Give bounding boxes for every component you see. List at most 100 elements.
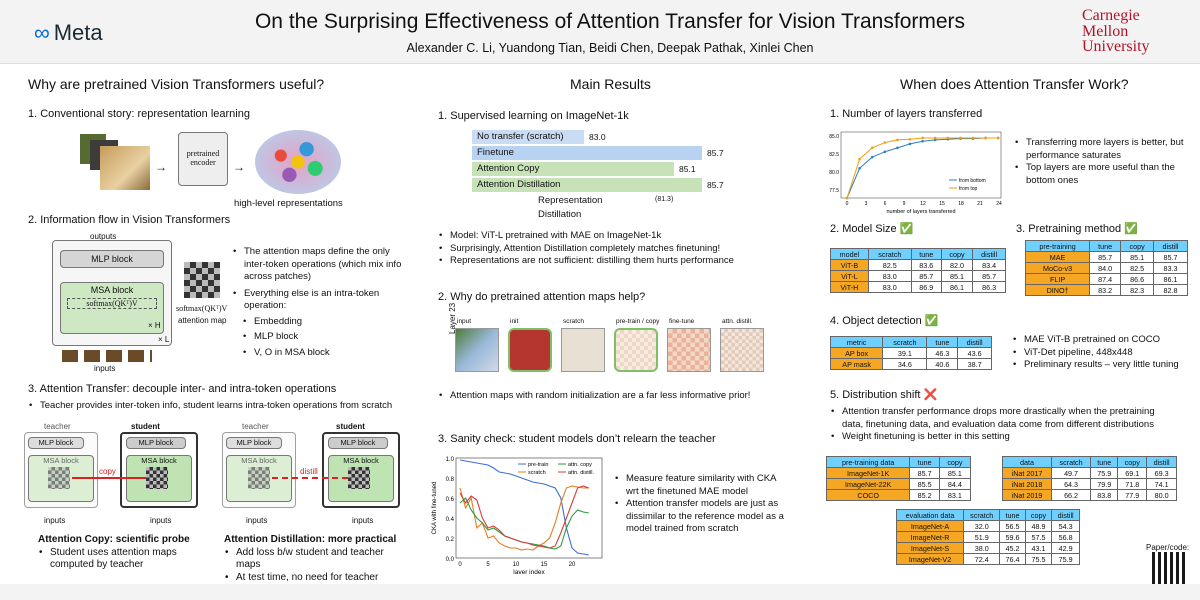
table-header: scratch: [963, 509, 1001, 521]
table-row: AP mask 34.6 40.6 38.7: [829, 358, 992, 370]
table-header: tune: [910, 248, 942, 260]
layers-xtick: 6: [884, 201, 887, 207]
legend-label: scratch: [528, 470, 546, 476]
representation-scatter: [255, 130, 341, 194]
layers-point: [946, 136, 950, 140]
layers-point: [971, 136, 975, 140]
hlr-label: high-level representations: [234, 198, 343, 209]
bullet: Preliminary results – very little tuning: [1012, 359, 1192, 372]
layers-chart: 85.0 82.5 80.0 77.5 0 3 6 9 12 15 18 21 24 number of …: [829, 131, 1002, 215]
layers-point: [921, 136, 924, 140]
legend-label: attn. distill.: [568, 470, 594, 476]
attention-map-grid: [248, 467, 270, 489]
layers-point: [933, 136, 937, 140]
table-cell: 45.2: [999, 542, 1026, 554]
table-row: ImageNet-R 51.9 59.6 57.5 56.8: [895, 531, 1080, 543]
cka-ylabel: CKA with fine-tuned: [432, 482, 438, 535]
bullet: Add loss b/w student and teacher maps: [224, 547, 404, 572]
result-bar: Representation Distillation: [538, 195, 603, 220]
cka-bullets: Measure feature similarity with CKA wrt …: [614, 473, 784, 536]
layers-ytick: 77.5: [829, 188, 839, 194]
table-cell: 86.9: [910, 281, 942, 293]
layers-point: [959, 136, 962, 140]
attention-map-grid: [48, 467, 70, 489]
table-cell: 48.9: [1024, 520, 1053, 532]
table-header: distill: [1146, 456, 1177, 468]
layers-xlabel: number of layers transferred: [886, 209, 955, 215]
attention-map-image: [455, 328, 499, 372]
layers-point: [845, 196, 849, 200]
layers-point: [921, 139, 924, 143]
layers-xtick: 18: [958, 201, 964, 207]
cka-xtick: 0: [458, 562, 462, 568]
table-cell: 34.6: [882, 358, 928, 370]
qr-code[interactable]: [1152, 552, 1188, 588]
table-cell: 74.1: [1146, 478, 1177, 490]
left-section-3: 3. Attention Transfer: decouple inter- a…: [28, 383, 337, 395]
map-label: fine-tune: [669, 318, 695, 325]
inputs-label: inputs: [246, 516, 268, 525]
layers-ytick: 85.0: [829, 134, 839, 140]
sub-bullet: V, O in MSA block: [242, 347, 402, 360]
layers-point: [883, 150, 887, 154]
table-cell: 56.5: [999, 520, 1026, 532]
attention-map-image: [508, 328, 552, 372]
table-cell: FLIP: [1024, 273, 1091, 285]
attnmap-label: attention map: [178, 316, 227, 325]
layers-point: [858, 167, 861, 170]
table-row: iNat 2019 66.2 83.8 77.9 80.0: [1002, 489, 1177, 501]
table-cell: 85.2: [909, 489, 940, 501]
bullet: Surprisingly, Attention Distillation com…: [438, 243, 768, 256]
xh-label: × H: [148, 321, 161, 330]
right-section-1: 1. Number of layers transferred: [830, 108, 983, 120]
table-header: distill: [1051, 509, 1080, 521]
bullet: MAE ViT-B pretrained on COCO: [1012, 334, 1192, 347]
table-header: metric: [829, 336, 884, 348]
maps-bullets: Attention maps with random initializatio…: [438, 390, 750, 403]
result-value: (81.3): [655, 196, 674, 203]
mid-section-3: 3. Sanity check: student models don’t re…: [438, 433, 716, 445]
bullet: The attention maps define the only inter…: [232, 246, 402, 284]
table-cell: 83.6: [910, 259, 942, 271]
meta-logo-text: Meta: [53, 20, 103, 45]
flow-bullets: The attention maps define the only inter…: [232, 246, 402, 359]
shift-table-1: pre-training data tune copy ImageNet-1K 85.7…: [825, 456, 972, 501]
result-value: 85.7: [707, 180, 724, 190]
table-cell: 51.9: [963, 531, 1001, 543]
table-cell: 84.0: [1089, 262, 1122, 274]
result-bar: No transfer (scratch): [472, 130, 584, 144]
table-row: AP box 39.1 46.3 43.6: [829, 347, 992, 359]
result-value: 83.0: [589, 132, 606, 142]
table-cell: 85.7: [910, 270, 942, 282]
sub-bullet: Embedding: [242, 316, 402, 329]
table-cell: AP mask: [829, 358, 884, 370]
table-cell: MoCo-v3: [1024, 262, 1091, 274]
table-cell: 85.1: [938, 467, 972, 479]
table-cell: 86.6: [1120, 273, 1154, 285]
attention-map-image: [561, 328, 605, 372]
layers-point: [896, 146, 899, 150]
cka-ytick: 0.8: [446, 477, 455, 483]
result-bar: Attention Copy: [472, 162, 674, 176]
cka-ytick: 0.6: [446, 497, 455, 503]
cka-xtick: 10: [513, 562, 520, 568]
bullet: Attention transfer performance drops mor…: [830, 406, 1170, 431]
table-cell: ImageNet-1K: [825, 467, 911, 479]
attention-map-image: [720, 328, 764, 372]
cka-ytick: 1.0: [446, 457, 455, 463]
map-label: init: [510, 318, 519, 325]
layers-xtick: 21: [977, 201, 983, 207]
table-row: FLIP 87.4 86.6 86.1: [1024, 273, 1189, 285]
table-cell: 80.0: [1146, 489, 1177, 501]
layers-point: [896, 138, 899, 142]
table-header: tune: [999, 509, 1026, 521]
left-section-2: 2. Information flow in Vision Transforme…: [28, 214, 231, 226]
table-header: pre-training data: [825, 456, 911, 468]
table-header: copy: [1120, 240, 1154, 252]
student-mlp: MLP block: [328, 437, 388, 449]
table-cell: 32.0: [963, 520, 1001, 532]
bullet: Measure feature similarity with CKA wrt …: [614, 473, 784, 498]
table-header: scratch: [1050, 456, 1092, 468]
table-header: tune: [1090, 456, 1119, 468]
table-cell: 57.5: [1024, 531, 1053, 543]
